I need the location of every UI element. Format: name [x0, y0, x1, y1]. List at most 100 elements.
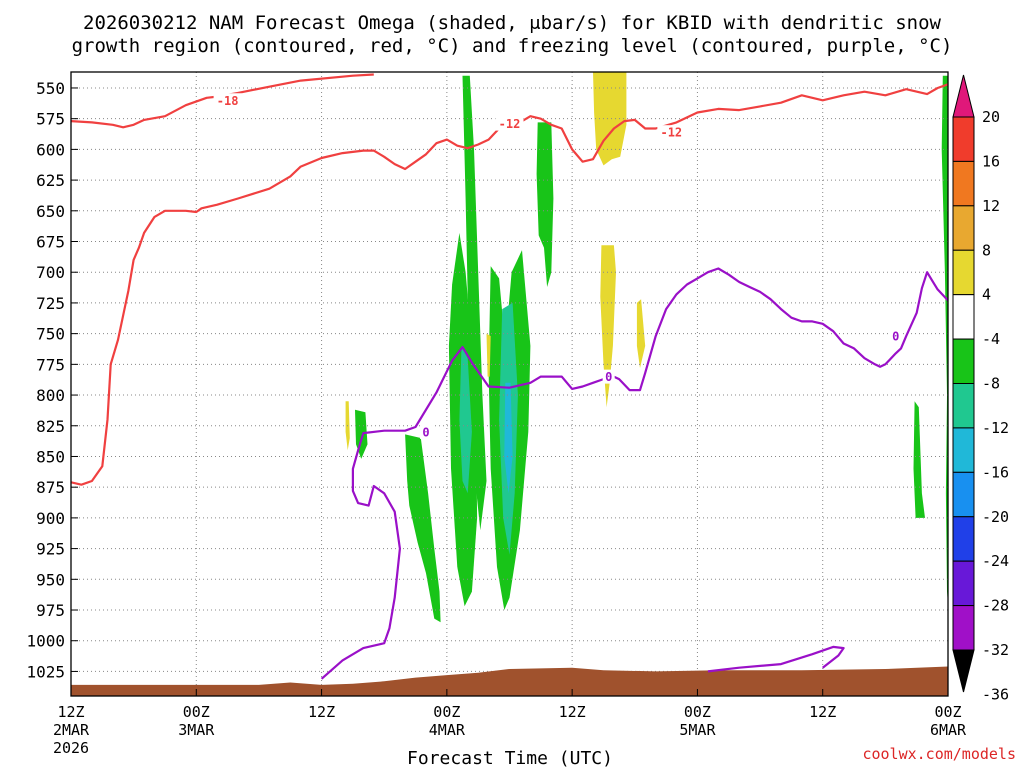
omega-region-13 [600, 245, 616, 408]
x-tick-date-84: 6MAR [930, 721, 967, 739]
y-tick-label-675: 675 [36, 233, 65, 252]
y-tick-label-750: 750 [36, 325, 65, 344]
chart-title-line-2: growth region (contoured, red, °C) and f… [72, 35, 953, 57]
y-tick-label-600: 600 [36, 140, 65, 159]
x-tick-label-36: 00Z [433, 703, 460, 721]
chart-title-line-1: 2026030212 NAM Forecast Omega (shaded, μ… [83, 12, 941, 34]
y-tick-label-1000: 1000 [26, 632, 65, 651]
omega-region-16 [486, 333, 491, 377]
omega-region-14 [636, 299, 646, 368]
colorbar-bin-8 [952, 427, 975, 473]
y-tick-label-775: 775 [36, 355, 65, 374]
contour-label-4: 0 [422, 425, 429, 439]
omega-region-12 [593, 72, 627, 166]
y-tick-label-1025: 1025 [26, 662, 65, 681]
y-axis: 550 575 600 625 650 675 700 725 750 775 800 825 850 8… [26, 79, 78, 681]
colorbar-label-1: 20 [982, 108, 1000, 126]
omega-region-8 [913, 401, 925, 518]
terrain-fill [71, 666, 948, 696]
y-tick-label-725: 725 [36, 294, 65, 313]
colorbar-bin-4 [952, 249, 975, 296]
x-axis-label: Forecast Time (UTC) [407, 748, 613, 768]
contour-label-2: -12 [499, 117, 521, 131]
omega-region-11 [504, 382, 513, 494]
contour-label-bg-6 [889, 329, 902, 344]
contour-label-bg-2 [495, 116, 524, 131]
colorbar-bin-12 [952, 605, 975, 651]
y-tick-label-700: 700 [36, 263, 65, 282]
freezing-level-contour-2 [707, 645, 845, 673]
colorbar-label-2: 16 [982, 152, 1000, 170]
colorbar-label-6: -4 [982, 330, 1000, 348]
contour-label-bg-3 [657, 125, 686, 140]
dgz-contour-1 [71, 73, 374, 129]
omega-region-9 [459, 345, 472, 494]
contour-label-bg-4 [419, 424, 432, 439]
x-tick-label-84: 00Z [934, 703, 961, 721]
omega-region-1 [462, 75, 487, 531]
contour-label-1: -18 [217, 94, 239, 108]
colorbar-bin-6 [952, 338, 975, 385]
contour-label-bg-1 [213, 93, 242, 108]
x-tick-date-12: 3MAR [178, 721, 215, 739]
colorbar-bin-10 [952, 516, 975, 562]
y-tick-label-825: 825 [36, 417, 65, 436]
omega-region-4 [536, 122, 554, 288]
omega-region-5 [405, 434, 441, 623]
colorbar-bin-5 [952, 294, 975, 340]
colorbar-label-3: 12 [982, 197, 1000, 215]
y-tick-label-875: 875 [36, 478, 65, 497]
colorbar-bottom-triangle [952, 649, 975, 693]
colorbar-label-5: 4 [982, 286, 991, 304]
colorbar-label-14: -36 [982, 685, 1009, 703]
plot-area: -18 -12 -12 0 0 0 [71, 72, 948, 696]
x-tick-date-60: 5MAR [679, 721, 716, 739]
colorbar-label-13: -32 [982, 641, 1009, 659]
colorbar-label-7: -8 [982, 375, 1000, 393]
x-tick-label-0: 12Z [57, 703, 84, 721]
x-tick-label-48: 12Z [559, 703, 586, 721]
x-tick-label-60: 00Z [684, 703, 711, 721]
contour-label-5: 0 [605, 370, 612, 384]
contour-label-bg-5 [602, 369, 615, 384]
y-tick-label-925: 925 [36, 540, 65, 559]
plot-frame [70, 71, 949, 697]
colorbar-bin-7 [952, 383, 975, 429]
colorbar-label-10: -20 [982, 508, 1009, 526]
colorbar-label-9: -16 [982, 463, 1009, 481]
colorbar-bin-9 [952, 471, 975, 518]
y-tick-label-850: 850 [36, 447, 65, 466]
y-tick-label-975: 975 [36, 601, 65, 620]
dgz-contour-2 [71, 83, 948, 486]
colorbar-bin-1 [952, 116, 975, 162]
contour-label-3: -12 [660, 126, 682, 140]
freezing-level-contour-1 [320, 267, 948, 680]
colorbar-label-12: -28 [982, 597, 1009, 615]
y-tick-label-900: 900 [36, 509, 65, 528]
x-tick-label-72: 12Z [809, 703, 836, 721]
y-tick-label-800: 800 [36, 386, 65, 405]
contour-label-6: 0 [892, 330, 899, 344]
colorbar-label-11: -24 [982, 552, 1009, 570]
x-tick-date-0: 2MAR [53, 721, 90, 739]
y-tick-label-575: 575 [36, 110, 65, 129]
x-tick-label-12: 00Z [183, 703, 210, 721]
y-tick-label-625: 625 [36, 171, 65, 190]
colorbar-bin-2 [952, 160, 975, 207]
colorbar-label-8: -12 [982, 419, 1009, 437]
y-tick-label-950: 950 [36, 570, 65, 589]
colorbar: 20 16 12 8 4 -4 -8 -12 -16 -20 -24 -28 -32 -36 [952, 74, 1009, 703]
omega-region-7 [941, 75, 948, 604]
credit-text: coolwx.com/models [862, 745, 1016, 763]
y-tick-label-550: 550 [36, 79, 65, 98]
y-tick-label-650: 650 [36, 202, 65, 221]
colorbar-bin-3 [952, 205, 975, 251]
x-tick-year-0: 2026 [53, 739, 89, 757]
x-tick-date-36: 4MAR [429, 721, 466, 739]
colorbar-bin-11 [952, 560, 975, 607]
colorbar-top-triangle [952, 74, 975, 118]
x-tick-label-24: 12Z [308, 703, 335, 721]
